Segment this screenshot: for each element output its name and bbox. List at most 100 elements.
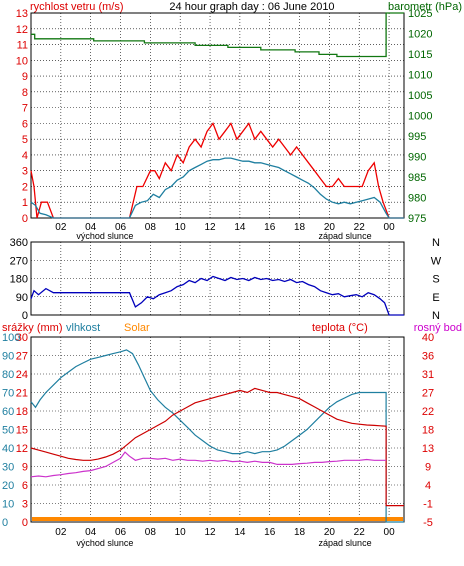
wind-y-tick: 13 [16, 8, 28, 20]
rain-y-tick: 12 [16, 443, 28, 455]
direction-y-tick: 0 [22, 310, 28, 322]
series-avg [30, 157, 404, 219]
rain-y-tick: 27 [16, 351, 28, 363]
temperature-y-tick: 22 [422, 406, 434, 418]
wind-x-tick: 14 [234, 222, 246, 233]
direction-west-label: W [431, 255, 442, 267]
direction-east-label: E [432, 292, 439, 304]
wind-y-tick: 1 [22, 197, 28, 209]
temp-x-tick: 08 [145, 527, 157, 538]
pressure-y-tick: 1000 [408, 111, 432, 123]
temperature-y-tick: 9 [425, 462, 431, 474]
direction-y-tick: 360 [10, 237, 28, 249]
temp-x-tick: 12 [204, 527, 216, 538]
pressure-y-tick: 1015 [408, 49, 432, 61]
wind-x-tick: 06 [115, 222, 127, 233]
wind-x-tick: 16 [264, 222, 276, 233]
series-direction [30, 275, 404, 316]
rain-y-tick: 3 [22, 499, 28, 511]
humidity-y-tick: 90 [2, 351, 14, 363]
humidity-legend: vlhkost [66, 322, 100, 334]
series-humidity [30, 349, 404, 523]
temperature-y-tick: 18 [422, 425, 434, 437]
series-gust [30, 122, 404, 219]
wind-x-tick: 00 [384, 222, 396, 233]
solar-bar [32, 517, 403, 521]
rain-y-tick: 24 [16, 369, 28, 381]
direction-north-label: N [432, 310, 440, 322]
sunset-label: západ slunce [319, 538, 372, 548]
wind-x-tick: 22 [354, 222, 366, 233]
pressure-y-tick: 980 [408, 193, 426, 205]
temp-x-tick: 22 [354, 527, 366, 538]
temperature-y-tick: 36 [422, 351, 434, 363]
temp-x-tick: 14 [234, 527, 246, 538]
temp-x-tick: 06 [115, 527, 127, 538]
rain-y-tick: 0 [22, 517, 28, 529]
series-pressure [31, 12, 404, 58]
temp-x-tick: 00 [384, 527, 396, 538]
rain-legend: srážky (mm) [2, 322, 63, 334]
series-temperature [30, 387, 404, 507]
rain-y-tick: 18 [16, 406, 28, 418]
temp-x-tick: 18 [294, 527, 306, 538]
temp-x-tick: 10 [175, 527, 187, 538]
wind-y-tick: 6 [22, 118, 28, 130]
wind-axis-title: rychlost vetru (m/s) [30, 1, 124, 13]
wind-y-tick: 7 [22, 103, 28, 115]
sunrise-label: východ slunce [76, 538, 133, 548]
wind-y-tick: 12 [16, 24, 28, 36]
wind-x-tick: 20 [324, 222, 336, 233]
wind-y-tick: 9 [22, 71, 28, 83]
wind-y-tick: 0 [22, 213, 28, 225]
humidity-y-tick: 10 [2, 499, 14, 511]
wind-y-tick: 5 [22, 134, 28, 146]
pressure-axis-title: barometr (hPa) [388, 1, 462, 13]
temperature-legend: teplota (°C) [312, 322, 368, 334]
direction-south-label: S [432, 274, 439, 286]
humidity-y-tick: 0 [2, 517, 8, 529]
pressure-y-tick: 1010 [408, 70, 432, 82]
temperature-y-tick: -1 [423, 499, 433, 511]
pressure-y-tick: 985 [408, 172, 426, 184]
humidity-y-tick: 70 [2, 388, 14, 400]
humidity-y-tick: 40 [2, 443, 14, 455]
wind-y-tick: 3 [22, 166, 28, 178]
temp-x-tick: 20 [324, 527, 336, 538]
series-dew [30, 451, 387, 478]
pressure-y-tick: 1005 [408, 90, 432, 102]
wind-x-tick: 18 [294, 222, 306, 233]
wind-x-tick: 02 [55, 222, 67, 233]
humidity-y-tick: 20 [2, 480, 14, 492]
humidity-y-tick: 100 [2, 332, 20, 344]
humidity-y-tick: 80 [2, 369, 14, 381]
pressure-y-tick: 1020 [408, 29, 432, 41]
rain-y-tick: 6 [22, 480, 28, 492]
rain-y-tick: 30 [16, 332, 28, 344]
sunrise-label: východ slunce [76, 231, 133, 241]
direction-y-tick: 180 [10, 274, 28, 286]
wind-x-tick: 10 [175, 222, 187, 233]
pressure-y-tick: 1025 [408, 8, 432, 20]
temp-x-tick: 16 [264, 527, 276, 538]
pressure-y-tick: 975 [408, 213, 426, 225]
page-title: 24 hour graph day : 06 June 2010 [169, 1, 334, 13]
wind-panel-frame [30, 12, 405, 219]
wind-x-tick: 04 [85, 222, 97, 233]
solar-legend: Solar [124, 322, 150, 334]
rain-y-tick: 9 [22, 462, 28, 474]
pressure-y-tick: 995 [408, 131, 426, 143]
dew-legend: rosný bod [414, 322, 462, 334]
wind-y-tick: 8 [22, 87, 28, 99]
temperature-y-tick: 13 [422, 443, 434, 455]
wind-y-tick: 11 [17, 40, 28, 52]
temp-x-tick: 04 [85, 527, 97, 538]
temperature-y-tick: 27 [422, 388, 434, 400]
temperature-y-tick: 40 [422, 332, 434, 344]
pressure-y-tick: 990 [408, 152, 426, 164]
rain-y-tick: 15 [16, 425, 28, 437]
temperature-y-tick: 31 [422, 369, 434, 381]
rain-y-tick: 21 [16, 388, 28, 400]
humidity-y-tick: 50 [2, 425, 14, 437]
wind-x-tick: 08 [145, 222, 157, 233]
